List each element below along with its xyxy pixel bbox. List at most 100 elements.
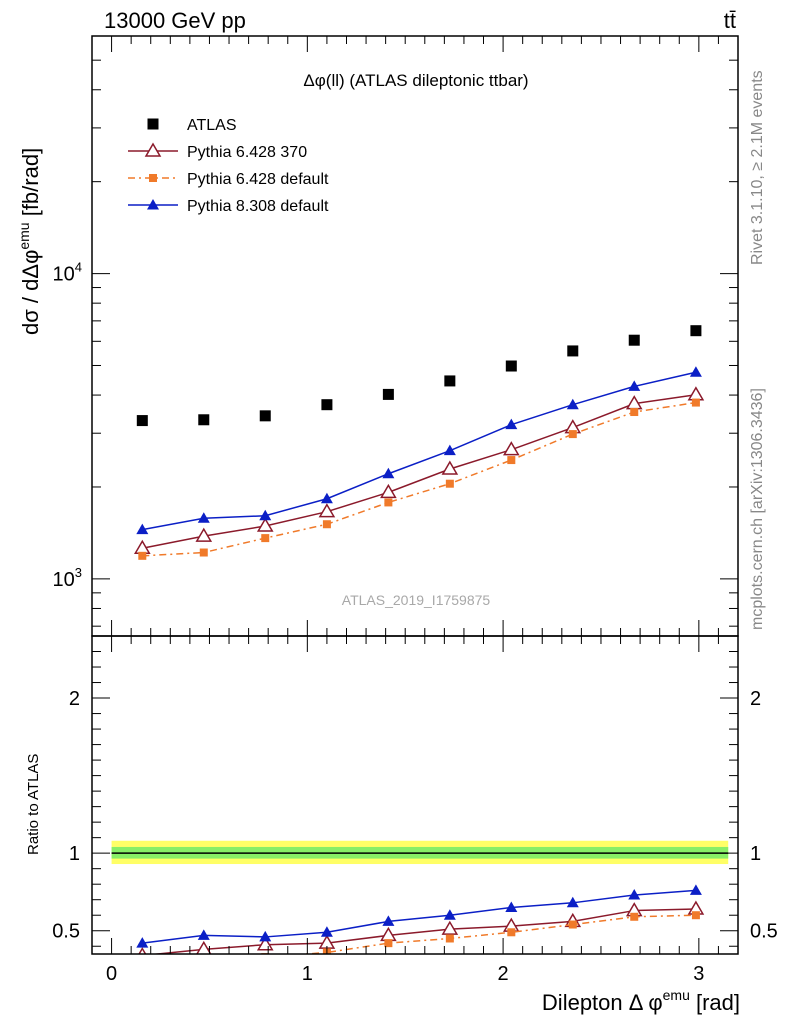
series-3-point	[566, 398, 579, 410]
legend-marker-1	[144, 142, 162, 157]
ratio-panel-data-layer	[111, 840, 729, 966]
main-panel-ticks: 103 104	[53, 35, 739, 636]
y-axis-title: dσ / dΔφemu [fb/rad]	[16, 148, 43, 335]
ratio-series-1-point	[691, 911, 700, 920]
series-1-point	[503, 441, 520, 456]
ratio-series-0-point	[256, 936, 274, 951]
series-3-point	[197, 512, 210, 523]
ratio-series-2-point	[689, 884, 702, 895]
y-tick-label: 103	[53, 565, 82, 591]
series-0-point	[259, 410, 271, 422]
ratio-y-tick-label: 0.5	[52, 921, 80, 943]
ratio-series-1-point	[630, 912, 639, 921]
series-1-point	[195, 527, 213, 542]
ratio-y-tick-label-right: 0.5	[750, 921, 778, 943]
rivet-label: Rivet 3.1.10, ≥ 2.1M events	[749, 70, 766, 265]
x-tick-label: 3	[693, 963, 704, 985]
ratio-series-1-point	[507, 928, 516, 937]
ratio-series-0-point	[196, 940, 212, 954]
x-tick-label: 2	[498, 963, 509, 985]
y-tick-label: 104	[53, 260, 82, 286]
series-0-point	[382, 388, 394, 400]
series-2-point	[199, 548, 208, 557]
series-1-point	[256, 517, 274, 532]
legend-label-2: Pythia 6.428 default	[187, 171, 329, 188]
series-2-line	[142, 401, 697, 557]
legend-label-3: Pythia 8.308 default	[187, 198, 329, 215]
energy-label: 13000 GeV pp	[104, 8, 246, 33]
legend-marker-0	[147, 118, 159, 130]
source-label: mcplots.cern.ch [arXiv:1306.3436]	[749, 388, 766, 630]
series-2-point	[261, 534, 270, 543]
ratio-series-2-point	[505, 901, 518, 912]
series-2-point	[322, 520, 331, 529]
series-3-point	[320, 492, 333, 504]
ratio-series-1-point	[445, 934, 454, 943]
ratio-series-2-point	[382, 915, 395, 926]
series-3-point	[136, 523, 149, 535]
ratio-y-tick-label: 2	[69, 688, 80, 710]
ratio-series-2-point	[197, 929, 210, 940]
series-3-point	[505, 418, 518, 430]
series-3-point	[382, 467, 395, 479]
ratio-series-2-point	[320, 926, 333, 937]
ratio-axis-title: Ratio to ATLAS	[25, 754, 42, 855]
legend: ATLAS Pythia 6.428 370 Pythia 6.428 defaul…	[128, 117, 329, 215]
series-3-point	[443, 444, 456, 456]
ratio-series-2-point	[628, 889, 641, 900]
series-0-point	[567, 345, 579, 357]
analysis-label: ATLAS_2019_I1759875	[342, 592, 491, 608]
series-0-point	[321, 399, 333, 411]
legend-marker-2	[149, 174, 157, 182]
x-axis-title: Dilepton Δ φemu [rad]	[542, 987, 740, 1015]
series-0-point	[505, 360, 517, 372]
series-0-point	[198, 414, 210, 426]
legend-marker-3	[147, 199, 159, 210]
series-3-point	[689, 366, 702, 377]
ratio-y-tick-label-right: 1	[750, 843, 761, 865]
ratio-panel-ticks: 0.5 0.5 1 1 2 2 0 1 2 3	[52, 635, 778, 985]
main-panel: 103 104 Δφ(ll) (ATLAS dileptonic ttbar) A…	[16, 35, 739, 637]
series-2-point	[568, 430, 577, 439]
legend-label-1: Pythia 6.428 370	[187, 144, 307, 161]
ratio-series-1-point	[200, 956, 208, 964]
ratio-series-0-point	[138, 947, 147, 954]
process-label: tt̄	[724, 8, 736, 33]
series-0-point	[628, 334, 640, 346]
series-2-point	[445, 479, 454, 488]
main-panel-data-layer	[134, 325, 705, 560]
ratio-series-1-line	[296, 914, 696, 954]
series-2-point	[384, 498, 393, 507]
series-1-point	[380, 483, 397, 499]
chart-title: Δφ(ll) (ATLAS dileptonic ttbar)	[303, 71, 528, 90]
legend-label-0: ATLAS	[187, 117, 237, 134]
series-3-point	[628, 380, 641, 391]
series-3-point	[259, 509, 272, 521]
series-1-line	[142, 393, 697, 549]
ratio-series-2-line	[142, 889, 696, 944]
ratio-panel: 0.5 0.5 1 1 2 2 0 1 2 3 Ratio to ATLAS Dilepton Δ…	[25, 635, 778, 1015]
series-1-point	[687, 386, 705, 401]
series-1-point	[318, 503, 336, 518]
ratio-series-1-point	[384, 939, 393, 948]
series-2-point	[138, 551, 147, 560]
series-1-point	[441, 460, 459, 475]
ratio-series-2-point	[136, 937, 149, 948]
ratio-series-1-point	[138, 958, 146, 966]
series-0-point	[444, 375, 456, 387]
ratio-y-tick-label: 1	[69, 843, 80, 865]
ratio-series-2-point	[443, 909, 456, 920]
ratio-series-0-point	[441, 920, 459, 935]
series-0-point	[690, 325, 702, 337]
x-tick-label: 1	[302, 963, 313, 985]
ratio-panel-frame	[91, 635, 739, 955]
ratio-y-tick-label-right: 2	[750, 688, 761, 710]
series-3-line	[142, 371, 697, 531]
series-0-point	[136, 415, 148, 427]
ratio-series-1-point	[568, 920, 577, 929]
ratio-series-2-point	[259, 930, 272, 942]
ratio-series-2-point	[566, 896, 579, 908]
ratio-series-0-line	[150, 908, 696, 954]
x-tick-label: 0	[106, 963, 117, 985]
